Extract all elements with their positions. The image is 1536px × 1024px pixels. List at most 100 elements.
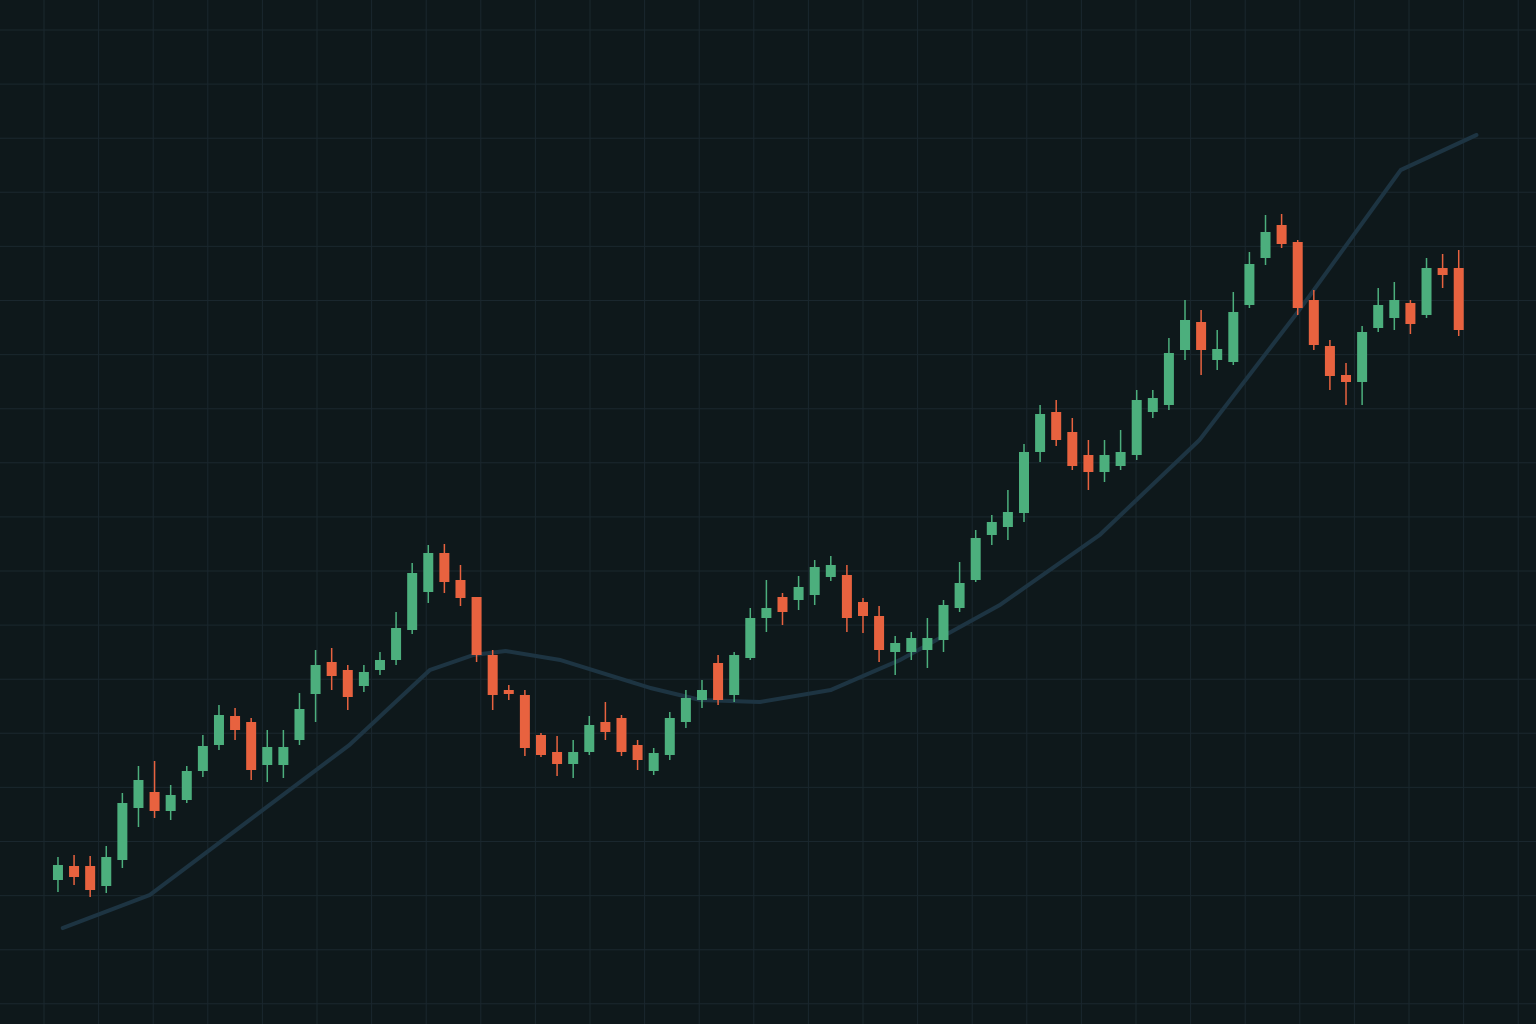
candle xyxy=(970,530,981,582)
candle xyxy=(165,785,176,820)
candle-body xyxy=(310,665,321,694)
candle-body xyxy=(52,865,63,880)
candle-body xyxy=(1308,300,1319,345)
candle-body xyxy=(890,643,901,652)
candle xyxy=(294,693,305,745)
candle-body xyxy=(680,698,691,722)
candle xyxy=(1019,444,1029,522)
candle xyxy=(1389,282,1400,330)
candle xyxy=(374,652,385,675)
candle-body xyxy=(471,597,482,655)
candle-body xyxy=(262,747,273,765)
candle xyxy=(568,740,579,778)
candle xyxy=(584,716,595,755)
candle-body xyxy=(455,580,466,598)
candle xyxy=(503,685,514,700)
candle xyxy=(1357,326,1368,405)
candle xyxy=(262,730,273,782)
candle xyxy=(1292,240,1303,315)
candle xyxy=(986,515,997,545)
candle-body xyxy=(1453,268,1464,330)
candle-body xyxy=(1131,400,1142,455)
candle xyxy=(1067,418,1078,470)
candle-body xyxy=(1324,346,1335,376)
candle xyxy=(213,705,224,750)
candle-body xyxy=(1051,412,1062,440)
candle-body xyxy=(197,746,208,771)
candle-body xyxy=(616,718,627,752)
candle xyxy=(326,648,337,690)
candle xyxy=(358,665,369,692)
candle xyxy=(745,608,756,660)
candle xyxy=(857,598,868,633)
candle xyxy=(1035,405,1046,462)
candle xyxy=(181,766,192,803)
candle-body xyxy=(1180,320,1191,350)
candle-body xyxy=(825,565,836,577)
candle-body xyxy=(1244,264,1255,305)
candle-body xyxy=(568,752,579,764)
candle xyxy=(85,856,96,897)
candle-body xyxy=(1405,303,1416,324)
candle xyxy=(1260,215,1271,265)
candle-body xyxy=(841,575,852,618)
candle xyxy=(407,563,418,634)
candle xyxy=(552,736,563,776)
candle-body xyxy=(1276,225,1287,244)
candle-body xyxy=(632,745,643,760)
candle xyxy=(52,857,63,892)
candle xyxy=(874,606,885,662)
candle xyxy=(230,708,241,740)
candle-body xyxy=(1260,232,1271,258)
candle-body xyxy=(552,752,563,764)
candle xyxy=(954,562,965,612)
candle xyxy=(391,612,402,665)
candle xyxy=(1244,252,1255,308)
candle xyxy=(922,618,933,668)
candle-body xyxy=(407,573,418,630)
candle-body xyxy=(423,553,434,592)
candle xyxy=(455,565,466,606)
candle-body xyxy=(1437,268,1448,275)
candle xyxy=(1212,330,1223,370)
candle-body xyxy=(519,695,530,748)
candle-body xyxy=(342,670,353,697)
candle-body xyxy=(133,780,144,808)
candle-body xyxy=(970,538,981,580)
candle xyxy=(1051,400,1062,446)
candle-body xyxy=(1115,452,1126,466)
candle xyxy=(439,544,450,593)
candle-body xyxy=(922,638,933,650)
candle-body xyxy=(1292,242,1303,308)
candle-body xyxy=(1373,305,1384,328)
candle-body xyxy=(181,771,192,800)
candle-body xyxy=(906,638,917,652)
candle-body xyxy=(664,718,675,755)
candle-body xyxy=(729,655,740,695)
candle-body xyxy=(857,602,868,616)
candle xyxy=(777,593,788,625)
candle xyxy=(487,650,498,710)
candle xyxy=(890,636,901,675)
candle xyxy=(1083,440,1094,490)
candle xyxy=(101,846,112,893)
candle xyxy=(1147,390,1158,418)
candle xyxy=(423,545,434,603)
candle-body xyxy=(535,735,546,755)
candle-body xyxy=(391,628,402,660)
candle-body xyxy=(1035,414,1046,452)
candle-body xyxy=(1389,300,1400,318)
candle xyxy=(1453,250,1464,336)
candle-body xyxy=(600,722,611,732)
candle xyxy=(680,690,691,728)
candle xyxy=(1324,340,1335,390)
candle-body xyxy=(149,792,160,811)
candle-body xyxy=(713,663,724,700)
candle-body xyxy=(1099,455,1110,472)
candle-body xyxy=(101,857,112,886)
candle xyxy=(1196,310,1207,375)
candle xyxy=(69,855,80,885)
candle xyxy=(1341,363,1352,405)
